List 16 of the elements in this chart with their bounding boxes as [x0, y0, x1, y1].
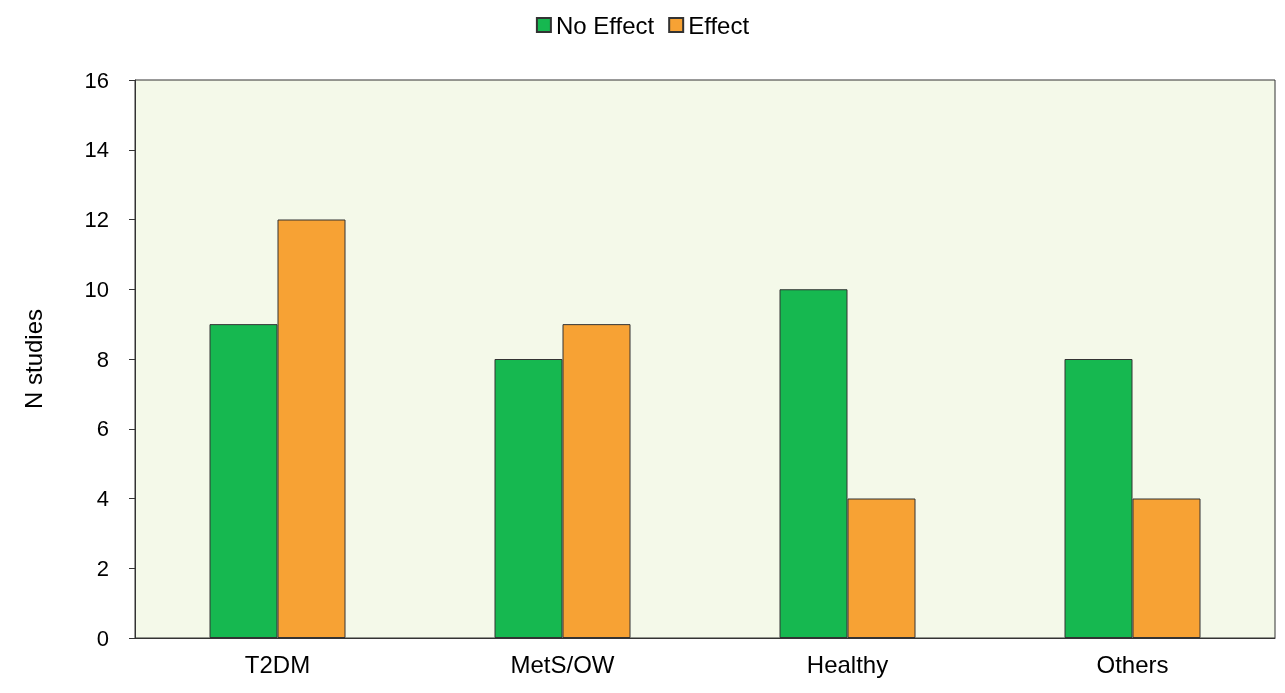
y-tick-label: 16 [84, 67, 109, 93]
y-tick-label: 14 [84, 137, 109, 163]
y-tick-label: 8 [96, 346, 109, 372]
y-tick-label: 10 [84, 276, 109, 302]
legend-label: No Effect [555, 11, 655, 39]
x-tick-label: T2DM [244, 650, 311, 678]
y-axis-title: N studies [19, 308, 47, 410]
y-tick-label: 2 [96, 555, 109, 581]
y-tick-label: 6 [96, 416, 109, 442]
x-tick-label: Healthy [806, 650, 889, 678]
y-tick-label: 12 [84, 207, 109, 232]
y-tick-label: 4 [96, 486, 109, 511]
x-tick-label: Others [1096, 650, 1169, 678]
legend-label: Effect [688, 11, 750, 39]
x-tick-label: MetS/OW [510, 650, 615, 678]
y-tick-label: 0 [96, 625, 109, 651]
